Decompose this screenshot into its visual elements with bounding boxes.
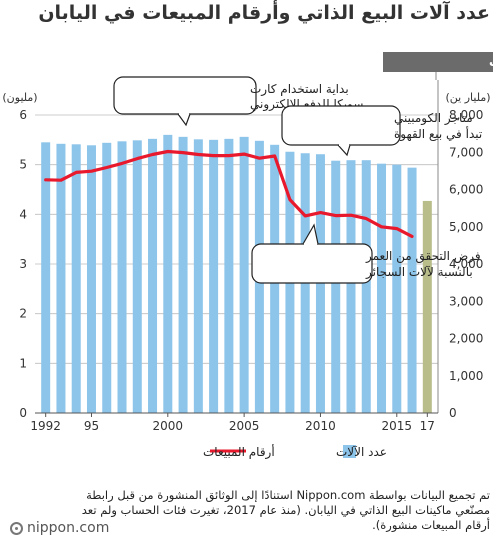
annotation-convenience-line1: متاجر الكومبيني xyxy=(394,111,473,126)
nippon-logo: nippon.com xyxy=(10,520,109,536)
line-series-sales xyxy=(44,149,414,238)
bar xyxy=(102,142,112,413)
sales-line xyxy=(44,149,414,238)
right-axis-unit: (مليار ين) xyxy=(445,91,490,104)
left-tick-label: 6 xyxy=(19,108,27,122)
annotation-taspo-line1: فرض التحقق من العمر xyxy=(365,249,481,264)
bar xyxy=(132,140,142,413)
legend-label-machines: عدد الآلات xyxy=(336,445,387,459)
x-tick-label: 1992 xyxy=(30,419,61,433)
bar xyxy=(239,136,249,413)
right-tick-label: 4,000 xyxy=(449,257,483,271)
bar xyxy=(178,136,188,413)
annotation-suica-box xyxy=(113,76,257,115)
right-tick-label: 6,000 xyxy=(449,183,483,197)
left-tick-label: 1 xyxy=(19,356,27,370)
left-tick-label: 2 xyxy=(19,307,27,321)
left-tick-label: 0 xyxy=(19,406,27,420)
annotation-suica-pointer xyxy=(177,113,191,127)
bar xyxy=(41,142,51,414)
right-tick-label: 3,000 xyxy=(449,294,483,308)
bar xyxy=(117,141,127,413)
left-tick-label: 3 xyxy=(19,257,27,271)
source-note: تم تجميع البيانات بواسطة Nippon.com استن… xyxy=(81,488,490,532)
bar xyxy=(331,160,341,413)
annotation-taspo: فرض التحقق من العمر بالنسبة لآلات السجائ… xyxy=(251,223,481,284)
annotation-taspo-box xyxy=(251,243,373,284)
annotation-taspo-line2: بالنسبة لآلات السجائر xyxy=(365,265,473,280)
annotation-suica-line1: بداية استخدام كارت xyxy=(250,82,349,97)
bar xyxy=(377,163,387,413)
right-tick-label: 2,000 xyxy=(449,332,483,346)
right-tick-label: 1,000 xyxy=(449,369,483,383)
bar xyxy=(392,164,402,413)
legend-swatch-machines xyxy=(343,445,356,458)
left-axis-unit: (مليون) xyxy=(2,91,37,104)
bar xyxy=(209,139,219,414)
bar xyxy=(163,134,173,413)
bar xyxy=(71,144,81,413)
axes: 0 1 2 3 4 5 6 0 1,000 2,000 3,000 4,000 5,000 6,000 7,… xyxy=(19,80,483,433)
annotation-convenience: متاجر الكومبيني تبدأ في بيع القهوة xyxy=(281,105,482,157)
left-tick-label: 4 xyxy=(19,207,27,221)
banner-label: تغير طريقة الحساب xyxy=(489,55,500,69)
right-tick-label: 0 xyxy=(449,406,457,420)
bar xyxy=(407,167,417,413)
annotation-convenience-pointer xyxy=(337,144,351,157)
x-tick-label: 2010 xyxy=(305,419,336,433)
annotation-convenience-line2: تبدأ في بيع القهوة xyxy=(394,126,482,142)
right-tick-label: 5,000 xyxy=(449,220,483,234)
x-tick-label: 2015 xyxy=(382,419,413,433)
bar xyxy=(346,160,356,413)
bar xyxy=(422,200,432,413)
right-tick-label: 7,000 xyxy=(449,145,483,159)
bar xyxy=(56,143,66,413)
banner-background xyxy=(383,52,493,72)
annotation-suica: بداية استخدام كارت سويكا للدفع الإلكترون… xyxy=(113,76,363,127)
chart-title: عدد آلات البيع الذاتي وأرقام المبيعات في… xyxy=(38,2,490,24)
bar xyxy=(86,145,96,413)
bar xyxy=(361,160,371,413)
bar xyxy=(224,138,234,413)
x-tick-label: 95 xyxy=(84,419,99,433)
annotation-taspo-pointer xyxy=(302,223,319,245)
left-tick-label: 5 xyxy=(19,158,27,172)
method-change-banner: تغير طريقة الحساب xyxy=(383,52,500,72)
right-tick-label: 8,000 xyxy=(449,108,483,122)
logo-text: nippon.com xyxy=(27,520,110,536)
bar xyxy=(193,139,203,413)
x-tick-label: 17 xyxy=(420,419,435,433)
x-tick-label: 2000 xyxy=(153,419,184,433)
bar xyxy=(148,138,158,413)
legend: عدد الآلات أرقام المبيعات xyxy=(203,444,387,460)
bar xyxy=(315,154,325,413)
x-tick-label: 2005 xyxy=(229,419,260,433)
annotation-convenience-box xyxy=(281,105,401,146)
logo-icon xyxy=(10,521,23,535)
legend-label-sales: أرقام المبيعات xyxy=(203,444,275,460)
